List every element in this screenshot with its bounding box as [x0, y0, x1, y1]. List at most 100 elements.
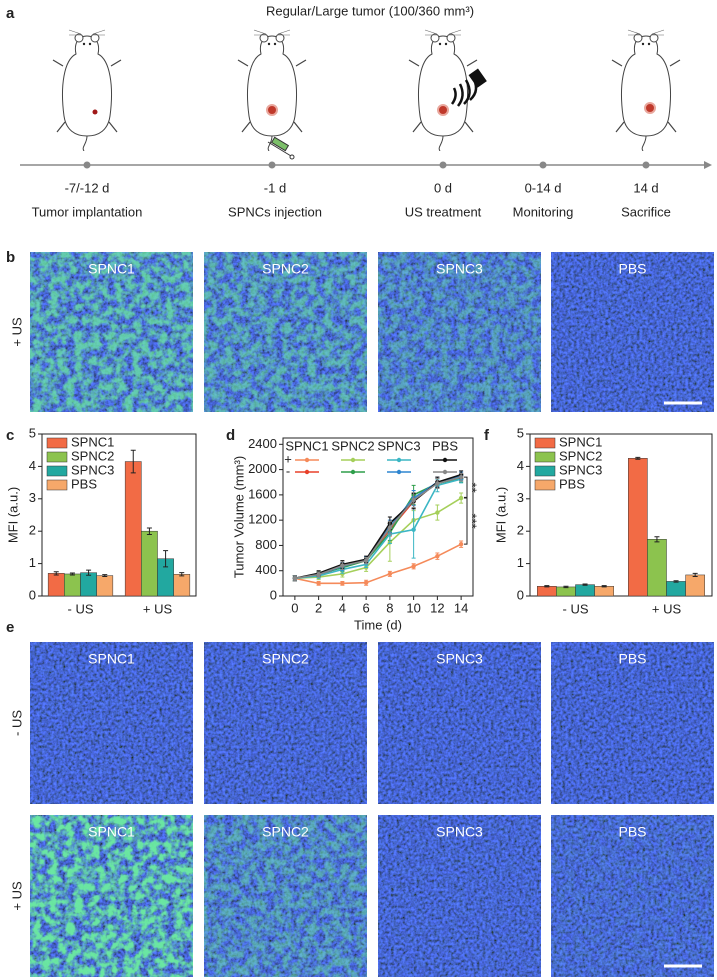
data-point: [340, 563, 345, 568]
y-axis-label: MFI (a.u.): [5, 487, 20, 543]
y-axis-label: MFI (a.u.): [493, 487, 508, 543]
row-label: + US: [9, 317, 24, 347]
legend-label: SPNC2: [559, 448, 602, 463]
plot-frame: [529, 433, 713, 597]
row-label: + US: [9, 881, 24, 911]
legend-marker: [350, 457, 356, 463]
y-tick-label: 5: [29, 425, 36, 440]
bar: [537, 586, 557, 597]
legend-label: SPNC3: [559, 462, 602, 477]
error-bar: [582, 583, 588, 586]
series-line: [294, 478, 462, 580]
legend-swatch: [46, 465, 68, 477]
data-point: [458, 495, 464, 501]
error-bar: [692, 572, 698, 578]
error-bar: [130, 449, 136, 474]
x-tick-label: - US: [68, 601, 94, 616]
data-point: [387, 525, 393, 530]
data-point: [411, 564, 416, 569]
bar: [173, 574, 191, 597]
timeline-dot: [642, 161, 650, 169]
x-tick-label: 6: [363, 600, 370, 615]
event-time: -7/-12 d: [65, 180, 110, 195]
panel-label: f: [484, 427, 490, 444]
y-tick-label: 4: [29, 458, 36, 473]
error-bar: [635, 456, 641, 460]
error-bar: [163, 550, 169, 568]
error-bar: [544, 585, 550, 588]
x-tick-label: 10: [406, 600, 420, 615]
bar: [80, 572, 97, 597]
legend-marker: [442, 469, 448, 475]
image-label: SPNC3: [436, 824, 483, 840]
image-label: SPNC2: [262, 651, 309, 667]
y-tick-label: 3: [517, 490, 524, 505]
event-time: 0 d: [434, 180, 452, 195]
panel-label: c: [6, 427, 14, 444]
error-bar: [563, 585, 569, 589]
significance-bracket: [464, 496, 468, 545]
y-tick-label: 1200: [248, 512, 277, 527]
timeline-dot: [83, 161, 91, 169]
error-bar: [86, 569, 92, 576]
x-tick-label: 12: [430, 600, 444, 615]
error-bar: [69, 572, 75, 576]
image-label: SPNC1: [88, 261, 135, 277]
bar: [141, 530, 158, 597]
error-bar: [53, 571, 59, 576]
series-line: [294, 476, 462, 580]
data-point: [435, 481, 440, 486]
x-tick-label: + US: [652, 601, 682, 616]
event-label: SPNCs injection: [228, 204, 322, 219]
image-label: SPNC1: [88, 651, 135, 667]
error-bar: [102, 574, 108, 578]
legend-marker: [396, 469, 402, 475]
mouse: [52, 29, 122, 151]
event-label: US treatment: [405, 204, 482, 219]
data-point: [363, 558, 369, 563]
row-label: - US: [9, 710, 24, 736]
panel-a: Regular/Large tumor (100/360 mm³) -7/-12…: [20, 3, 712, 219]
tumor: [437, 104, 449, 116]
y-tick-label: 1: [517, 555, 524, 570]
event-label: Sacrifice: [621, 204, 671, 219]
timeline-dot: [439, 161, 447, 169]
legend-marker: [304, 457, 310, 463]
series-line: [294, 476, 462, 580]
mouse: [408, 29, 478, 151]
error-bar: [673, 580, 679, 583]
y-tick-label: 5: [517, 425, 524, 440]
image-label: PBS: [618, 261, 646, 277]
bar: [47, 573, 65, 597]
legend-marker: [396, 457, 402, 463]
data-point: [458, 541, 464, 547]
event-time: 0-14 d: [525, 180, 562, 195]
significance: ***: [465, 514, 480, 529]
us-transducer: [450, 68, 487, 107]
legend-label: SPNC1: [71, 434, 114, 449]
legend-swatch: [534, 437, 556, 449]
data-point: [292, 576, 298, 581]
data-point: [458, 474, 464, 480]
y-tick-label: 0: [29, 587, 36, 602]
error-bar: [601, 585, 607, 588]
y-tick-label: 2: [517, 523, 524, 538]
plot-frame: [282, 437, 474, 597]
legend-label: SPNC1: [559, 434, 602, 449]
x-axis-label: Time (d): [354, 617, 402, 632]
green-signal: [204, 252, 367, 412]
legend-label: PBS: [559, 476, 585, 491]
legend-label: SPNC3: [71, 462, 114, 477]
error-bar: [146, 527, 152, 535]
green-signal: [204, 815, 367, 977]
data-point: [387, 571, 393, 577]
x-tick-label: 14: [454, 600, 468, 615]
series-line: [294, 477, 462, 580]
y-tick-label: 400: [255, 562, 277, 577]
legend-label: SPNC2: [331, 438, 374, 453]
syringe: [267, 136, 295, 160]
micrograph: [30, 642, 193, 804]
series-line: [294, 497, 462, 580]
significance: **: [465, 483, 480, 493]
significance-bracket: [464, 476, 468, 499]
